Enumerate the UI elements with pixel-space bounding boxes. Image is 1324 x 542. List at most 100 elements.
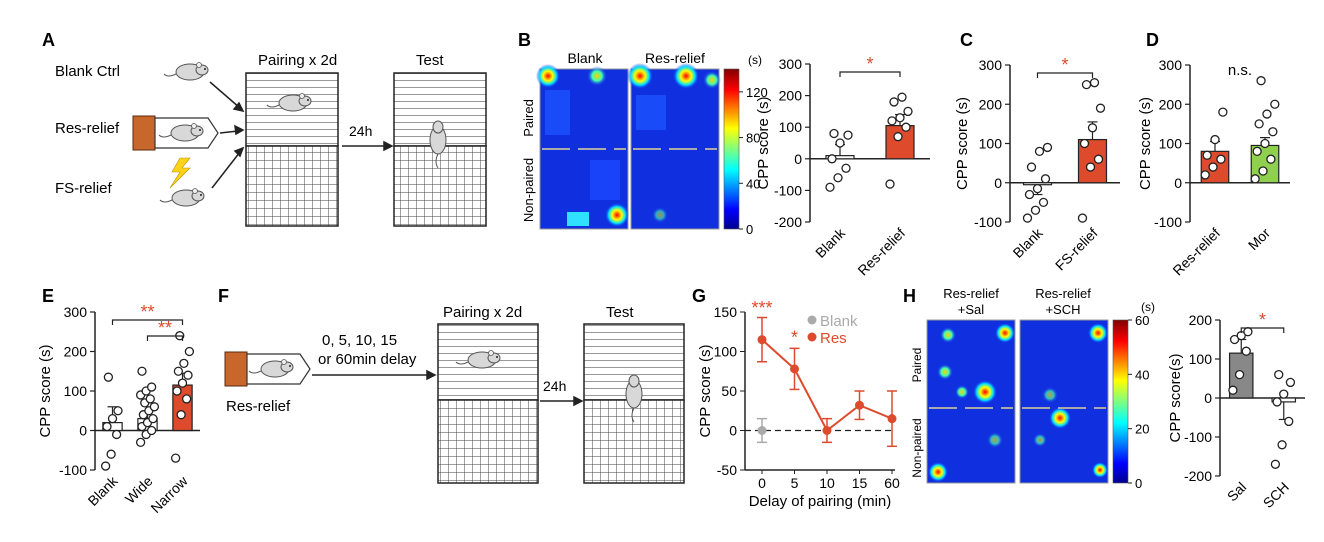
colorbar-unit-h: (s): [1141, 300, 1155, 314]
test-label-f: Test: [606, 304, 634, 321]
y-tick-label: -200: [774, 214, 802, 230]
data-point: [1268, 127, 1278, 137]
restrainer-icon: [224, 351, 311, 387]
significance-label: *: [1061, 55, 1068, 75]
data-point: [1040, 174, 1051, 184]
panel-letter-e: E: [42, 286, 54, 306]
data-point: [1279, 389, 1289, 399]
panel-b: B Blank Res-relief Paired Non-paired (s)…: [518, 30, 768, 237]
heatmap-res-relief: [627, 63, 721, 230]
panel-g: G: [692, 286, 706, 306]
data-point: [855, 400, 864, 410]
y-axis-label: CPP score (s): [37, 344, 54, 437]
significance-label: n.s.: [1228, 62, 1252, 79]
y-tick-label: -100: [1184, 429, 1212, 445]
data-point: [1079, 138, 1090, 149]
panel-letter-a: A: [42, 30, 55, 50]
interval-arrow-a: [342, 140, 394, 152]
y-tick-label: 100: [979, 136, 1003, 152]
data-point: [1285, 377, 1296, 388]
data-point: [901, 122, 911, 132]
data-point: [1272, 397, 1282, 407]
group-label-fs-relief: FS-relief: [55, 180, 113, 197]
data-point: [897, 92, 907, 102]
data-point: [135, 437, 146, 448]
y-axis-label: CPP score (s): [954, 97, 971, 190]
data-point: [173, 366, 184, 376]
y-tick-label: 300: [1159, 57, 1183, 73]
legend-marker: [807, 315, 817, 325]
significance-label: *: [791, 328, 798, 348]
significance-bracket: [146, 335, 184, 341]
y-tick-label: -50: [717, 462, 737, 478]
heatmap-column-label: +Sal: [958, 302, 984, 317]
panel-h: H Res-relief +Sal Res-relief +SCH Paired…: [903, 286, 1155, 491]
data-point: [1202, 150, 1212, 160]
heatmap-row-label: Non-paired: [910, 418, 924, 477]
y-axis-label: CPP score(s): [1167, 354, 1184, 443]
data-point: [1038, 197, 1049, 208]
data-point: [179, 358, 189, 369]
y-tick-label: 300: [64, 304, 88, 320]
x-tick-label: 5: [791, 475, 799, 491]
test-box-bottom-f: [583, 399, 685, 484]
data-point: [1274, 369, 1284, 380]
data-point: [1210, 134, 1220, 145]
colorbar-tick-label: 40: [1135, 367, 1149, 382]
y-tick-label: 100: [714, 344, 738, 360]
y-tick-label: 0: [794, 151, 802, 167]
data-point: [102, 421, 112, 432]
group-label-res-relief: Res-relief: [55, 120, 120, 137]
data-point: [1266, 154, 1276, 164]
interval-label-f: 24h: [543, 378, 566, 394]
y-tick-label: 200: [1189, 312, 1213, 328]
colorbar-tick-label: 40: [746, 176, 760, 191]
data-point: [146, 425, 157, 436]
data-point: [1234, 369, 1245, 380]
heatmap-column-label: Blank: [567, 50, 603, 66]
data-point: [1042, 142, 1053, 153]
colorbar-ticks-b: 0 40 80 120: [739, 85, 768, 237]
data-point: [757, 426, 767, 435]
y-tick-label: -100: [59, 462, 87, 478]
y-tick-label: 0: [1204, 390, 1212, 406]
pairing-box-bottom: [245, 145, 339, 227]
data-point: [103, 372, 114, 382]
data-point: [1254, 119, 1264, 129]
data-point: [833, 173, 843, 183]
pairing-label-a: Pairing x 2d: [258, 52, 337, 69]
data-point: [1026, 162, 1037, 172]
data-point: [1024, 189, 1035, 200]
data-point: [146, 382, 157, 392]
y-tick-label: 200: [779, 88, 803, 104]
y-tick-label: 200: [1159, 96, 1183, 112]
significance-bracket: [111, 319, 184, 325]
data-point: [113, 406, 123, 416]
panel-letter-b: B: [518, 30, 531, 50]
y-tick-label: 300: [979, 57, 1003, 73]
data-point: [829, 128, 839, 139]
data-point: [1208, 162, 1218, 172]
data-point: [181, 394, 192, 404]
test-label-a: Test: [416, 52, 444, 69]
data-point: [1216, 154, 1226, 164]
pairing-label-f: Pairing x 2d: [443, 304, 522, 321]
legend-label: Blank: [820, 313, 858, 330]
data-point: [1095, 103, 1106, 113]
data-point: [1089, 78, 1100, 88]
significance-label: *: [866, 54, 873, 74]
y-tick-label: -100: [974, 214, 1002, 230]
legend-label: Res: [820, 330, 847, 347]
significance-label: ***: [751, 298, 772, 318]
y-axis-label: CPP score (s): [1137, 97, 1154, 190]
colorbar-tick-label: 80: [746, 131, 760, 146]
heatmap-row-label: Paired: [521, 99, 536, 137]
data-point: [149, 402, 160, 412]
y-tick-label: 300: [779, 56, 803, 72]
data-point: [1200, 170, 1210, 180]
data-point: [822, 426, 832, 435]
delay-label-line2: or 60min delay: [318, 351, 417, 368]
test-box-bottom: [393, 145, 487, 227]
data-point: [1270, 459, 1281, 469]
data-point: [1032, 183, 1043, 194]
